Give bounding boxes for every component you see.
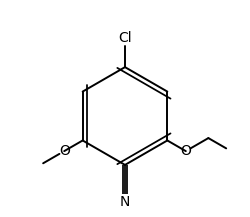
Text: O: O	[180, 144, 191, 158]
Text: O: O	[59, 144, 70, 158]
Text: N: N	[120, 195, 130, 209]
Text: Cl: Cl	[118, 31, 132, 45]
